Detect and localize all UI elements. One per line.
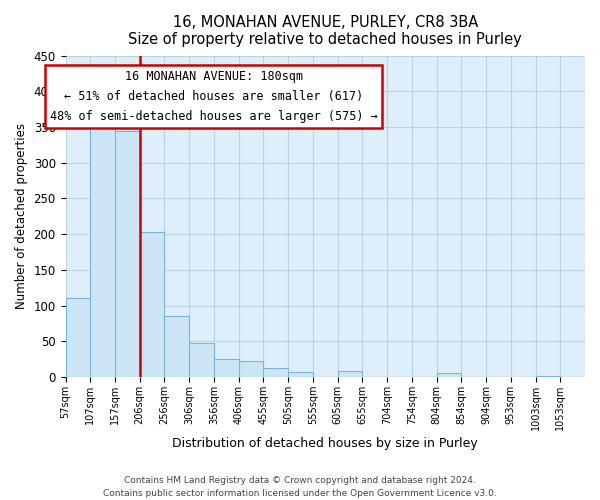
Bar: [239, 362, 263, 377]
Bar: [140, 232, 164, 377]
Title: 16, MONAHAN AVENUE, PURLEY, CR8 3BA
Size of property relative to detached houses: 16, MONAHAN AVENUE, PURLEY, CR8 3BA Size…: [128, 15, 522, 48]
Bar: [115, 130, 140, 377]
Bar: [189, 344, 214, 377]
Bar: [65, 298, 90, 377]
Bar: [437, 374, 461, 377]
Y-axis label: Number of detached properties: Number of detached properties: [15, 124, 28, 310]
Bar: [338, 372, 362, 377]
Text: 16 MONAHAN AVENUE: 180sqm
← 51% of detached houses are smaller (617)
48% of semi: 16 MONAHAN AVENUE: 180sqm ← 51% of detac…: [50, 70, 377, 123]
Bar: [263, 368, 288, 377]
Bar: [164, 316, 189, 377]
Text: Contains HM Land Registry data © Crown copyright and database right 2024.
Contai: Contains HM Land Registry data © Crown c…: [103, 476, 497, 498]
Bar: [288, 372, 313, 377]
Bar: [90, 127, 115, 377]
Bar: [536, 376, 560, 377]
Bar: [214, 359, 239, 377]
X-axis label: Distribution of detached houses by size in Purley: Distribution of detached houses by size …: [172, 437, 478, 450]
